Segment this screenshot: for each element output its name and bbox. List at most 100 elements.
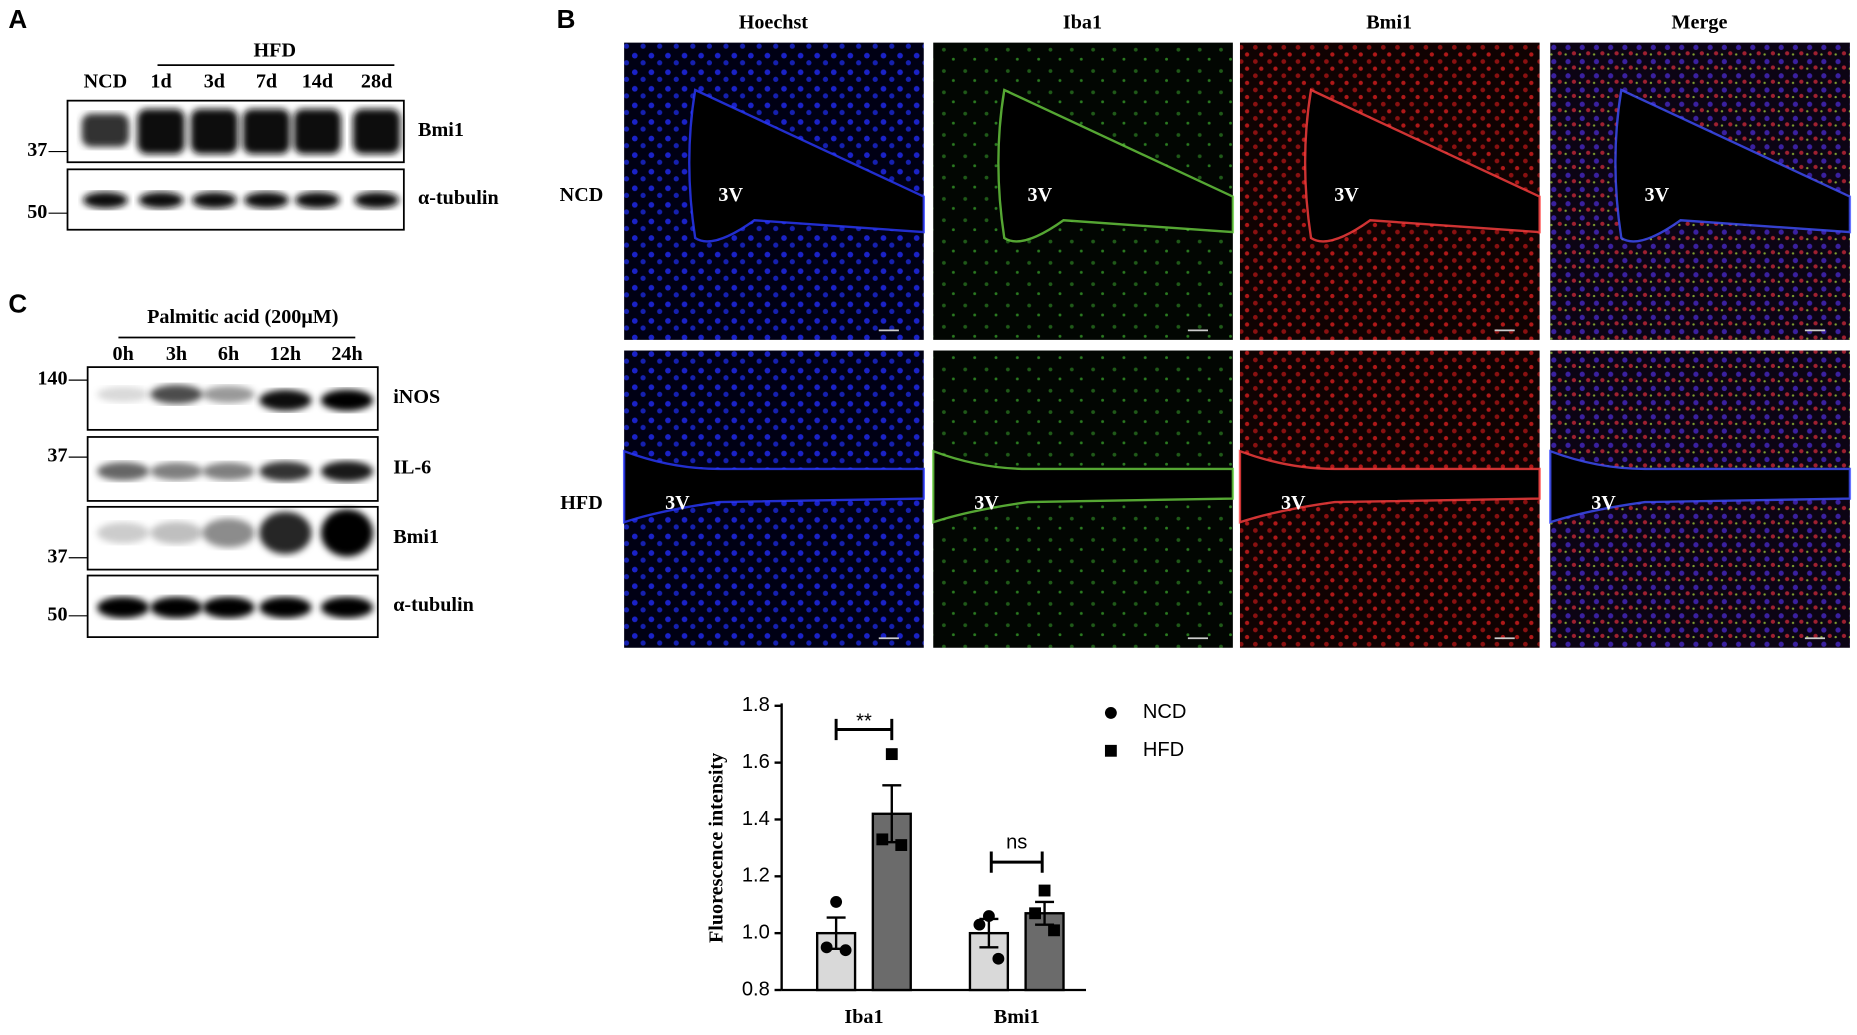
marker-label: 37	[47, 445, 67, 467]
band	[320, 596, 374, 619]
marker-label: 50	[27, 201, 47, 223]
band	[150, 596, 203, 619]
column-header: Iba1	[1063, 11, 1102, 33]
data-point	[895, 839, 908, 851]
lane-label: NCD	[84, 71, 128, 93]
region-label: 3V	[1591, 492, 1616, 514]
x-tick-label: Bmi1	[994, 1006, 1040, 1028]
group-label: HFD	[254, 40, 296, 62]
band	[294, 191, 340, 209]
data-point	[820, 941, 833, 954]
data-point	[992, 952, 1005, 965]
data-point	[839, 944, 852, 957]
y-tick-label: 0.8	[742, 978, 770, 1000]
marker-label: 37	[27, 139, 47, 161]
band	[202, 596, 255, 619]
data-point	[1038, 884, 1051, 897]
data-point	[973, 918, 986, 931]
y-axis-title: Fluorescence intensity	[705, 753, 727, 943]
column-header: Hoechst	[739, 11, 809, 33]
band	[259, 389, 312, 411]
band	[243, 191, 289, 209]
band	[293, 108, 342, 154]
column-header: Bmi1	[1366, 11, 1412, 33]
band	[82, 191, 128, 209]
ventricle	[1238, 449, 1541, 524]
band	[202, 385, 255, 403]
band	[202, 462, 255, 481]
row-label: HFD	[560, 492, 602, 514]
column-header: Merge	[1672, 11, 1728, 33]
x-tick-label: Iba1	[844, 1006, 883, 1028]
treatment-label: Palmitic acid (200μM)	[147, 306, 338, 328]
band	[320, 509, 374, 557]
blot-label: α-tubulin	[418, 187, 499, 209]
lane-label: 0h	[113, 343, 134, 365]
data-point	[885, 748, 898, 761]
region-label: 3V	[1334, 184, 1359, 206]
band	[354, 191, 400, 209]
y-tick-label: 1.8	[742, 694, 770, 716]
blot-label: iNOS	[393, 386, 440, 408]
data-point	[1048, 924, 1060, 937]
band	[352, 108, 401, 154]
panel-letter: B	[557, 4, 576, 34]
region-label: 3V	[974, 492, 999, 514]
lane-label: 6h	[218, 343, 239, 365]
blot-label: IL-6	[393, 457, 431, 479]
lane-label: 7d	[256, 71, 277, 93]
band	[191, 191, 237, 209]
band	[97, 462, 150, 481]
significance-label: **	[856, 711, 872, 733]
y-tick-label: 1.0	[742, 921, 770, 943]
ventricle	[1614, 88, 1852, 243]
blot-label: Bmi1	[393, 526, 439, 548]
band	[137, 108, 185, 154]
lane-label: 1d	[150, 71, 171, 93]
ventricle	[622, 449, 925, 524]
legend-label: HFD	[1143, 739, 1184, 761]
y-tick-label: 1.6	[742, 751, 770, 773]
panel-letter: C	[8, 288, 27, 318]
lane-label: 3h	[166, 343, 187, 365]
ventricle	[1549, 449, 1852, 524]
y-tick-label: 1.2	[742, 865, 770, 887]
ventricle	[932, 449, 1235, 524]
band	[97, 596, 150, 619]
region-label: 3V	[718, 184, 743, 206]
band	[138, 191, 184, 209]
band	[259, 596, 312, 619]
data-point	[982, 910, 995, 923]
lane-label: 12h	[270, 343, 301, 365]
legend-label: NCD	[1143, 701, 1187, 723]
region-label: 3V	[1645, 184, 1670, 206]
marker-label: 50	[47, 603, 67, 625]
band	[97, 522, 150, 544]
legend-marker	[1104, 706, 1117, 719]
y-tick-label: 1.4	[742, 808, 770, 830]
band	[320, 461, 374, 482]
band	[259, 461, 312, 482]
blot-label: α-tubulin	[393, 594, 474, 616]
band	[202, 518, 255, 548]
significance-bracket	[989, 851, 1044, 873]
band	[259, 511, 312, 555]
data-point	[830, 895, 843, 908]
panel-letter: A	[8, 4, 27, 34]
marker-label: 37	[47, 545, 67, 567]
data-point	[1029, 907, 1042, 920]
band	[320, 389, 374, 411]
band	[150, 521, 203, 545]
marker-label: 140	[37, 368, 67, 390]
significance-label: ns	[1006, 831, 1027, 853]
significance-bracket	[834, 718, 894, 741]
band	[150, 384, 203, 404]
ventricle	[688, 88, 925, 243]
band	[81, 113, 130, 147]
legend-marker	[1104, 744, 1117, 757]
lane-label: 28d	[361, 71, 392, 93]
lane-label: 14d	[302, 71, 333, 93]
band	[190, 108, 239, 154]
